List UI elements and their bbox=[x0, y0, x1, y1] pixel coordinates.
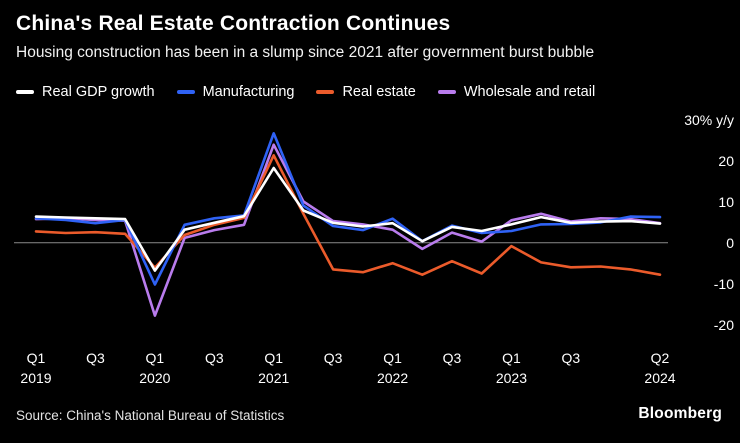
legend-label: Wholesale and retail bbox=[463, 84, 596, 100]
legend-marker-real-gdp-growth bbox=[16, 90, 34, 94]
legend-marker-real-estate bbox=[316, 90, 335, 94]
legend-item-manufacturing: Manufacturing bbox=[176, 84, 295, 100]
chart-subtitle: Housing construction has been in a slump… bbox=[16, 44, 595, 61]
series-line-real-estate bbox=[34, 154, 662, 277]
legend-label: Real estate bbox=[342, 84, 416, 100]
legend-item-wholesale-and-retail: Wholesale and retail bbox=[437, 84, 596, 100]
legend-item-real-gdp-growth: Real GDP growth bbox=[16, 84, 155, 100]
chart-title: China's Real Estate Contraction Continue… bbox=[16, 12, 451, 35]
bloomberg-logo: Bloomberg bbox=[638, 405, 722, 422]
legend-label: Real GDP growth bbox=[42, 84, 155, 100]
source-note: Source: China's National Bureau of Stati… bbox=[16, 408, 285, 423]
series-line-manufacturing bbox=[34, 132, 662, 286]
legend-marker-wholesale-and-retail bbox=[437, 90, 456, 94]
legend-item-real-estate: Real estate bbox=[316, 84, 416, 100]
series-line-wholesale-and-retail bbox=[34, 143, 662, 317]
series-line-real-gdp-growth bbox=[34, 166, 662, 272]
legend-label: Manufacturing bbox=[202, 84, 295, 100]
legend-marker-manufacturing bbox=[176, 90, 195, 94]
legend: Real GDP growth Manufacturing Real estate W… bbox=[16, 84, 595, 100]
